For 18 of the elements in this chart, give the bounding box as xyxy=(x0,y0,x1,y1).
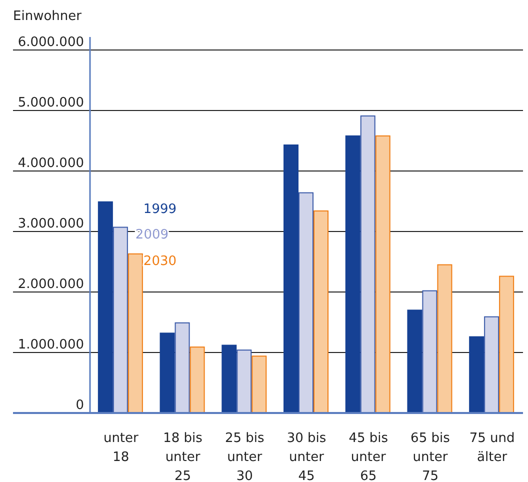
x-tick-label: 65 bis unter 75 xyxy=(410,431,450,482)
y-tick-label: 6.000.000 xyxy=(18,35,84,50)
x-tick-label: 25 bis unter 30 xyxy=(224,431,265,482)
text: 1999 xyxy=(143,202,177,217)
x-tick-label: 75 und älter xyxy=(469,431,515,465)
y-axis-title: Einwohner xyxy=(13,9,82,24)
x-tick-label: 45 bis unter 65 xyxy=(348,431,388,482)
y-tick-label: 2.000.000 xyxy=(18,277,84,292)
x-tick-label: unter 18 xyxy=(103,431,140,465)
series-label: 2009 xyxy=(135,227,169,242)
y-tick-label: 0 xyxy=(76,398,84,413)
x-tick-label: 18 bis unter 25 xyxy=(163,431,203,482)
series-label: 2030 xyxy=(143,254,177,269)
y-tick-label: 1.000.000 xyxy=(18,338,84,352)
y-tick-label: 3.000.000 xyxy=(18,216,84,232)
y-tick-label: 4.000.000 xyxy=(18,156,84,171)
y-tick-label: 5.000.000 xyxy=(18,96,84,110)
x-tick-label: 30 bis unter 45 xyxy=(286,431,326,482)
